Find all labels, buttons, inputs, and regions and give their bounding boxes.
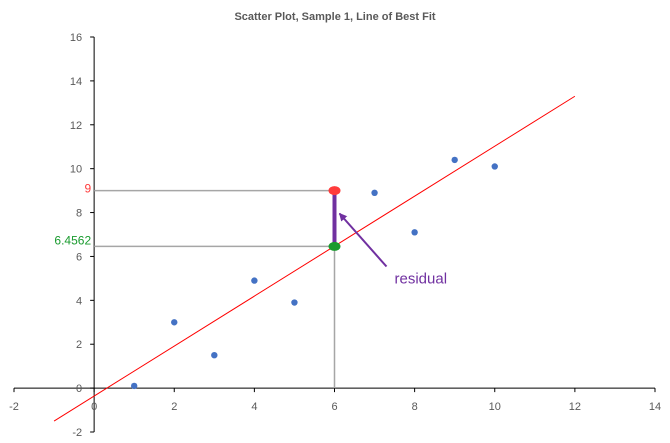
residual-arrow (338, 212, 388, 268)
y-tick-label: 0 (76, 383, 82, 395)
chart-title: Scatter Plot, Sample 1, Line of Best Fit (234, 11, 435, 23)
data-point (291, 299, 298, 306)
x-tick-label: 2 (171, 401, 177, 413)
data-point (171, 319, 178, 326)
data-point (251, 277, 258, 284)
y-tick-label: 12 (70, 120, 82, 132)
observed-point-marker (328, 186, 341, 196)
y-tick-label: 10 (70, 164, 82, 176)
data-point (491, 163, 498, 170)
best-fit-line (53, 95, 576, 422)
residual-label: residual (395, 271, 448, 288)
x-tick-label: 14 (649, 401, 661, 413)
x-tick-label: -2 (9, 401, 19, 413)
y-tick-label: -2 (72, 427, 82, 439)
predicted-point-marker (328, 241, 341, 251)
x-tick-label: 0 (91, 401, 97, 413)
y-tick-label: 6 (76, 251, 82, 263)
predicted-value-label: 6.4562 (54, 233, 91, 247)
x-tick-label: 10 (489, 401, 501, 413)
y-tick-label: 4 (76, 295, 82, 307)
x-tick-label: 6 (331, 401, 337, 413)
y-tick-label: 14 (70, 76, 82, 88)
x-tick-label: 8 (412, 401, 418, 413)
x-tick-label: 4 (251, 401, 257, 413)
data-point (411, 229, 418, 236)
y-tick-label: 8 (76, 208, 82, 220)
observed-value-label: 9 (84, 182, 91, 196)
x-tick-label: 12 (569, 401, 581, 413)
data-point (211, 351, 218, 359)
data-point (371, 189, 378, 197)
y-tick-label: 2 (76, 339, 82, 351)
data-point (451, 156, 458, 164)
data-point (130, 382, 138, 390)
y-tick-label: 16 (70, 32, 82, 44)
